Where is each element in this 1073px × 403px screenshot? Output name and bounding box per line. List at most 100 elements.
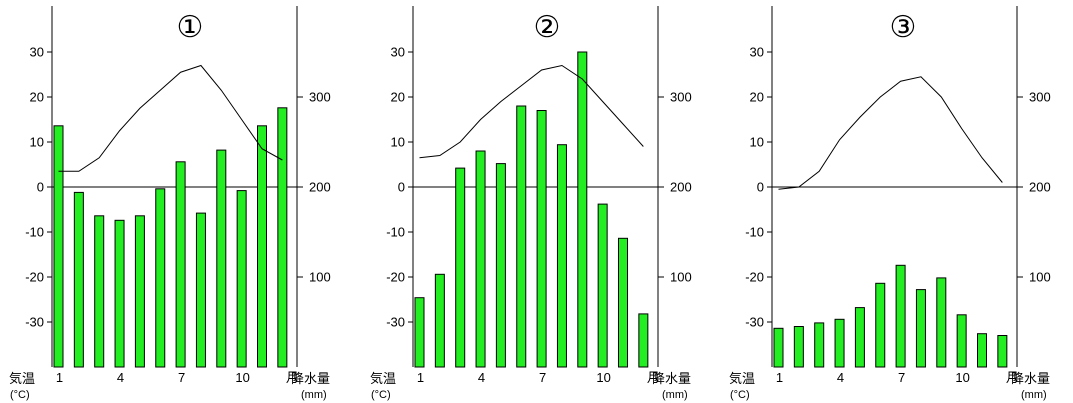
precipitation-bar [236,190,247,368]
temperature-line [58,64,283,172]
precipitation-bar [977,333,987,368]
month-tick-label: 4 [837,370,844,385]
temperature-axis-unit: (°C) [730,389,750,401]
precipitation-tick-label: 300 [1029,90,1051,105]
temperature-tick-label: -30 [745,315,764,330]
precipitation-bar [155,188,166,368]
precipitation-tick-label: 200 [1029,180,1051,195]
month-tick-label: 7 [178,370,185,385]
precipitation-bar [73,191,84,368]
temperature-tick-label: 30 [750,45,764,60]
temperature-line [419,64,644,159]
precipitation-bar [134,215,145,368]
precipitation-tick-label: 100 [670,270,692,285]
precipitation-bar [257,125,267,368]
precipitation-bar [597,203,608,368]
precipitation-bar [434,273,445,368]
chart-title: ③ [890,11,917,44]
temperature-axis-title: 気温 [729,371,755,386]
temperature-tick-label: 30 [391,45,405,60]
precipitation-bar [997,335,1008,368]
month-tick-label: 10 [596,370,610,385]
month-tick-label: 7 [898,370,905,385]
precipitation-bar [936,277,947,368]
precipitation-bar [895,264,906,368]
temperature-tick-label: -30 [25,315,44,330]
precipitation-axis-unit: (mm) [662,389,688,401]
precipitation-bar [475,150,486,368]
month-tick-label: 1 [776,370,783,385]
month-tick-label: 1 [417,370,424,385]
temperature-tick-label: 20 [391,90,405,105]
precipitation-tick-label: 100 [1029,270,1051,285]
chart-title: ② [534,11,561,44]
temperature-tick-label: -20 [25,270,44,285]
precipitation-bar [814,322,825,368]
precipitation-bar [414,297,425,368]
temperature-line [778,76,1003,190]
month-tick-label: 1 [56,370,63,385]
precipitation-bar [114,219,125,368]
temperature-axis-title: 気温 [9,371,35,386]
precipitation-bar [216,149,227,368]
precipitation-bar [577,51,588,368]
temperature-tick-label: 20 [750,90,764,105]
temperature-tick-label: -20 [386,270,405,285]
precipitation-axis-title: 降水量 [652,371,691,386]
temperature-tick-label: -10 [745,225,764,240]
temperature-axis-unit: (°C) [10,389,30,401]
precipitation-bar [834,318,845,368]
month-unit-label: 月 [647,370,660,385]
precipitation-bar [455,167,466,368]
precipitation-bar [53,125,64,368]
temperature-tick-label: 10 [750,135,764,150]
month-tick-label: 7 [539,370,546,385]
precipitation-axis-title: 降水量 [291,371,330,386]
precipitation-bar [793,326,804,368]
temperature-axis-title: 気温 [370,371,396,386]
precipitation-bar [638,313,649,368]
precipitation-bar [536,110,547,368]
temperature-tick-label: -30 [386,315,405,330]
month-tick-label: 4 [117,370,124,385]
precipitation-bar [195,212,206,368]
precipitation-tick-label: 200 [309,180,331,195]
temperature-tick-label: -10 [25,225,44,240]
temperature-tick-label: 10 [30,135,44,150]
precipitation-bar [516,105,527,368]
temperature-tick-label: 0 [398,180,405,195]
precipitation-bar [495,163,506,368]
precipitation-bar [915,289,926,368]
precipitation-bar [556,144,567,368]
precipitation-bar [175,161,186,368]
month-tick-label: 10 [235,370,249,385]
temperature-tick-label: 10 [391,135,405,150]
month-unit-label: 月 [286,370,299,385]
month-tick-label: 10 [955,370,969,385]
precipitation-tick-label: 100 [309,270,331,285]
temperature-tick-label: 20 [30,90,44,105]
precipitation-axis-unit: (mm) [301,389,327,401]
chart-title: ① [177,11,204,44]
month-tick-label: 4 [478,370,485,385]
month-unit-label: 月 [1006,370,1019,385]
temperature-tick-label: -10 [386,225,405,240]
precipitation-bar [618,237,628,368]
precipitation-bar [854,307,865,368]
temperature-axis-unit: (°C) [371,389,391,401]
precipitation-tick-label: 300 [670,90,692,105]
precipitation-axis-unit: (mm) [1021,389,1047,401]
temperature-tick-label: 0 [37,180,44,195]
precipitation-axis-title: 降水量 [1011,371,1050,386]
precipitation-bar [875,282,886,368]
precipitation-tick-label: 300 [309,90,331,105]
temperature-tick-label: 0 [757,180,764,195]
precipitation-bar [773,327,784,368]
precipitation-tick-label: 200 [670,180,692,195]
precipitation-bar [94,215,105,368]
precipitation-bar [277,107,288,368]
